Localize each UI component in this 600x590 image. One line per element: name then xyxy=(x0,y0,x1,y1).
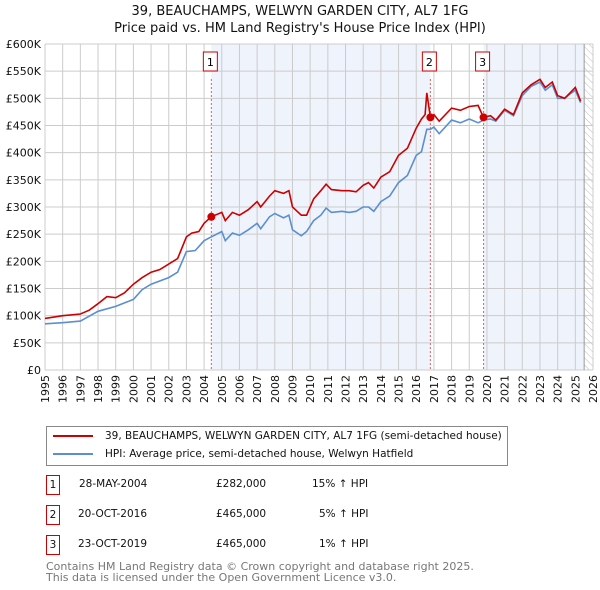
x-tick-label: 2020 xyxy=(481,375,494,403)
sale-point xyxy=(479,113,488,122)
legend-item-hpi: HPI: Average price, semi-detached house,… xyxy=(53,448,413,460)
x-tick-label: 2001 xyxy=(145,375,158,403)
x-tick-label: 2018 xyxy=(446,375,459,403)
transaction-hpi: 15% ↑ HPI xyxy=(312,478,369,490)
transaction-hpi: 5% ↑ HPI xyxy=(319,508,369,520)
x-tick-label: 2004 xyxy=(198,375,211,403)
sale-point xyxy=(207,212,216,221)
y-tick-label: £550K xyxy=(6,65,42,78)
transaction-row: 1 28-MAY-2004 £282,000 15% ↑ HPI xyxy=(46,475,446,495)
x-tick-label: 1998 xyxy=(92,375,105,403)
sale-marker-label: 3 xyxy=(479,56,486,69)
transaction-hpi: 1% ↑ HPI xyxy=(319,538,369,550)
x-tick-label: 2005 xyxy=(216,375,229,403)
y-tick-label: £600K xyxy=(6,38,42,51)
x-tick-label: 2017 xyxy=(428,375,441,403)
sale-marker-label: 2 xyxy=(426,56,433,69)
x-tick-label: 2009 xyxy=(286,375,299,403)
y-tick-label: £500K xyxy=(6,92,42,105)
y-tick-label: £0 xyxy=(27,364,41,377)
x-tick-label: 2026 xyxy=(587,375,600,403)
y-tick-label: £250K xyxy=(6,228,42,241)
x-tick-label: 1995 xyxy=(39,375,52,403)
x-tick-label: 2016 xyxy=(410,375,423,403)
y-tick-label: £300K xyxy=(6,201,42,214)
x-tick-label: 2019 xyxy=(463,375,476,403)
x-tick-label: 2003 xyxy=(180,375,193,403)
sale-marker-box xyxy=(421,51,437,72)
x-tick-label: 1997 xyxy=(74,375,87,403)
transaction-date: 23-OCT-2019 xyxy=(78,538,147,550)
sale-marker-box xyxy=(475,51,491,72)
y-tick-label: £450K xyxy=(6,120,42,133)
property-price-line xyxy=(44,78,582,320)
transaction-price: £465,000 xyxy=(216,508,267,520)
transaction-row: 2 20-OCT-2016 £465,000 5% ↑ HPI xyxy=(46,505,446,525)
x-tick-label: 2013 xyxy=(357,375,370,403)
transaction-marker: 2 xyxy=(46,505,60,525)
y-tick-label: £150K xyxy=(6,283,42,296)
legend: 39, BEAUCHAMPS, WELWYN GARDEN CITY, AL7 … xyxy=(46,426,508,466)
footer-line: Contains HM Land Registry data © Crown c… xyxy=(46,560,474,573)
y-tick-label: £50K xyxy=(13,337,42,350)
transaction-marker: 3 xyxy=(46,535,60,555)
y-tick-label: £400K xyxy=(6,147,42,160)
x-tick-label: 2000 xyxy=(127,375,140,403)
transaction-price: £465,000 xyxy=(216,538,267,550)
x-tick-label: 2023 xyxy=(534,375,547,403)
legend-swatch-red xyxy=(53,435,93,437)
footer-line: This data is licensed under the Open Gov… xyxy=(46,571,397,584)
sale-point xyxy=(426,113,435,122)
y-tick-label: £350K xyxy=(6,174,42,187)
footer: Contains HM Land Registry data © Crown c… xyxy=(46,561,474,583)
x-tick-label: 2006 xyxy=(233,375,246,403)
x-tick-label: 2024 xyxy=(552,375,565,403)
x-tick-label: 2007 xyxy=(251,375,264,403)
transaction-date: 20-OCT-2016 xyxy=(78,508,147,520)
legend-item-property: 39, BEAUCHAMPS, WELWYN GARDEN CITY, AL7 … xyxy=(53,430,502,442)
x-tick-label: 2025 xyxy=(569,375,582,403)
transaction-marker: 1 xyxy=(46,475,60,495)
x-tick-label: 2022 xyxy=(516,375,529,403)
chart-subtitle: Price paid vs. HM Land Registry's House … xyxy=(114,21,486,36)
chart-title: 39, BEAUCHAMPS, WELWYN GARDEN CITY, AL7 … xyxy=(131,4,469,19)
legend-swatch-blue xyxy=(53,453,93,455)
y-tick-label: £100K xyxy=(6,310,42,323)
x-tick-label: 2011 xyxy=(322,375,335,403)
transaction-date: 28-MAY-2004 xyxy=(79,478,148,490)
x-tick-label: 2008 xyxy=(269,375,282,403)
transaction-price: £282,000 xyxy=(216,478,267,490)
legend-label: HPI: Average price, semi-detached house,… xyxy=(105,448,414,460)
x-tick-label: 2010 xyxy=(304,375,317,403)
y-tick-label: £200K xyxy=(6,255,42,268)
x-tick-label: 2012 xyxy=(340,375,353,403)
price-chart: 1995 1996 1997 1998 1999 2000 2001 2002 2003 2004… xyxy=(6,38,600,403)
x-tick-label: 2014 xyxy=(375,375,388,403)
x-tick-label: 2021 xyxy=(499,375,512,403)
legend-label: 39, BEAUCHAMPS, WELWYN GARDEN CITY, AL7 … xyxy=(105,430,502,442)
x-tick-label: 1996 xyxy=(57,375,70,403)
x-tick-label: 2015 xyxy=(393,375,406,403)
x-tick-label: 2002 xyxy=(163,375,176,403)
transaction-row: 3 23-OCT-2019 £465,000 1% ↑ HPI xyxy=(46,535,446,555)
x-tick-label: 1999 xyxy=(110,375,123,403)
sale-marker-label: 1 xyxy=(207,56,214,69)
sale-marker-box xyxy=(202,51,218,72)
